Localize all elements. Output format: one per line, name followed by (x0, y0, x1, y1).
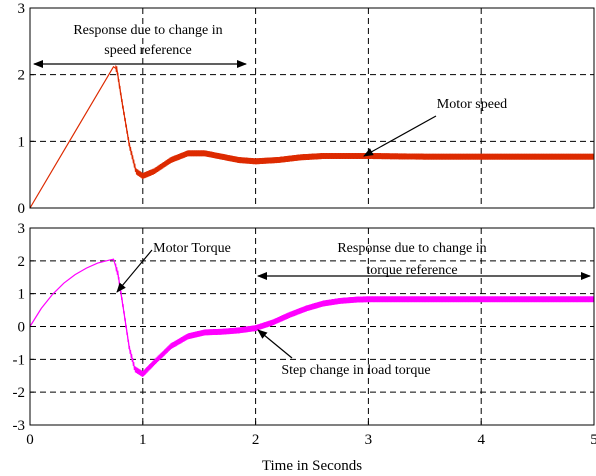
torque-x-tick-label: 3 (365, 432, 373, 448)
torque-x-tick-label: 0 (26, 432, 34, 448)
torque-plot-panel: -3 -2 -1 0 1 2 3 0 1 2 3 4 5 Motor Torque Response … (13, 221, 596, 448)
motor-speed-label: Motor speed (437, 97, 507, 112)
speed-y-tick-label: 1 (18, 134, 26, 150)
load-torque-pointer-arrow (257, 329, 293, 359)
torque-plot-annotations: Motor Torque Response due to change in t… (116, 241, 591, 378)
motor-torque-pointer-arrow (116, 249, 153, 293)
speed-series-ripple (115, 65, 594, 180)
speed-plot-grid (30, 8, 594, 208)
motor-speed-pointer-arrow (363, 115, 437, 157)
torque-plot-y-ticks: -3 -2 -1 0 1 2 3 (13, 221, 34, 434)
torque-y-tick-label: 1 (18, 287, 26, 303)
torque-plot-grid (30, 228, 594, 425)
speed-reference-label-line2: speed reference (104, 43, 191, 58)
speed-y-tick-label: 3 (18, 1, 26, 17)
speed-plot-y-ticks: 0 1 2 3 (18, 1, 34, 217)
torque-x-tick-label: 4 (477, 432, 485, 448)
torque-y-tick-label: 2 (18, 254, 26, 270)
torque-y-tick-label: 3 (18, 221, 26, 237)
torque-x-tick-label: 2 (252, 432, 260, 448)
torque-y-tick-label: -1 (13, 352, 26, 368)
torque-plot-series (29, 258, 594, 378)
motor-torque-label: Motor Torque (153, 241, 231, 256)
torque-y-tick-label: 0 (18, 320, 26, 336)
torque-reference-label-line1: Response due to change in (337, 241, 486, 256)
torque-series-ripple (115, 263, 594, 378)
torque-x-tick-label: 5 (590, 432, 596, 448)
speed-y-tick-label: 0 (18, 201, 26, 217)
torque-y-tick-label: -2 (13, 385, 26, 401)
speed-y-tick-label: 2 (18, 68, 26, 84)
speed-plot-panel: 0 1 2 3 Response due to change in speed ref… (18, 1, 595, 217)
torque-y-tick-label: -3 (13, 418, 26, 434)
speed-plot-frame (29, 7, 595, 209)
torque-x-tick-label: 1 (139, 432, 147, 448)
load-torque-step-label: Step change in load torque (281, 363, 430, 378)
speed-reference-label-line1: Response due to change in (73, 23, 222, 38)
speed-series-line (29, 65, 594, 209)
torque-plot-x-ticks: 0 1 2 3 4 5 (26, 421, 596, 448)
speed-plot-annotations: Response due to change in speed referenc… (33, 23, 507, 157)
x-axis-label: Time in Seconds (262, 458, 362, 474)
speed-plot-series (29, 65, 594, 209)
